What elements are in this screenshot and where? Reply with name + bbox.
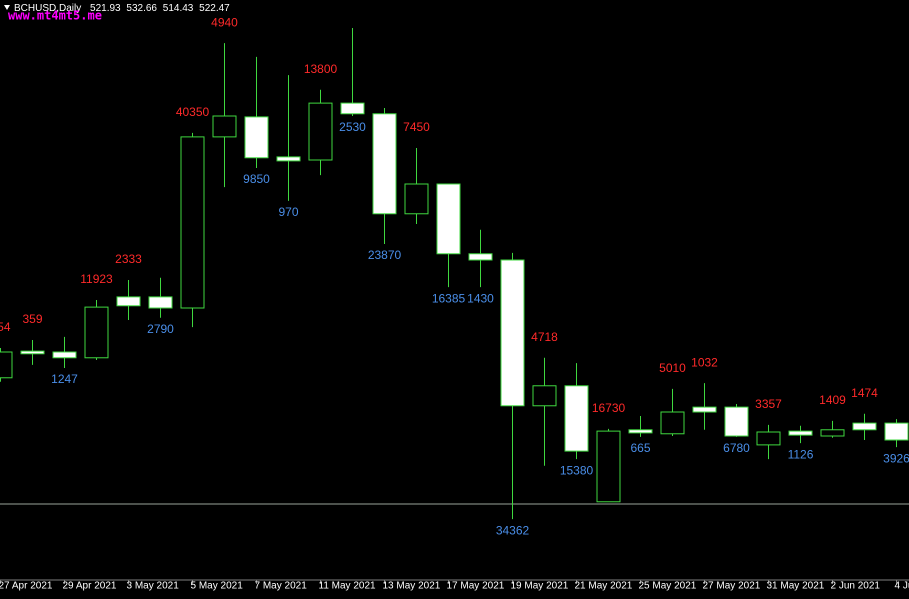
candle-body (692, 406, 717, 413)
above-label: 11923 (80, 272, 113, 286)
header: BCHUSD,Daily 521.93 532.66 514.43 522.47 (14, 3, 230, 14)
candle-body (212, 115, 237, 138)
watermark: www.mt4mt5.me (8, 9, 102, 23)
candle-body (660, 411, 685, 435)
header-value: 514.43 (163, 3, 194, 14)
below-label: 23870 (368, 248, 402, 262)
header-triangle (4, 5, 10, 10)
below-label: 1247 (51, 372, 78, 386)
candle-body (884, 422, 909, 441)
symbol: BCHUSD,Daily (14, 3, 81, 14)
above-label: 3357 (755, 397, 782, 411)
below-label: 1430 (467, 291, 494, 305)
x-tick-label: 31 May 2021 (767, 581, 825, 592)
candle-body (468, 253, 493, 261)
candle-body (724, 406, 749, 437)
above-label: 359 (22, 312, 42, 326)
above-label: 2333 (115, 252, 142, 266)
x-tick-label: 5 May 2021 (191, 581, 244, 592)
candle-body (596, 430, 621, 503)
above-label: 7450 (403, 120, 430, 134)
candle-body (20, 350, 45, 355)
below-label: 15380 (560, 463, 594, 477)
above-label: 1409 (819, 393, 846, 407)
x-tick-label: 19 May 2021 (511, 581, 569, 592)
x-tick-label: 17 May 2021 (447, 581, 505, 592)
header-value: 522.47 (199, 3, 230, 14)
below-label: 970 (278, 205, 298, 219)
candle-body (372, 113, 397, 215)
candle-body (180, 136, 205, 309)
candle-body (532, 385, 557, 407)
above-label: 1474 (851, 386, 878, 400)
candle-body (436, 183, 461, 255)
above-label: 40350 (176, 105, 210, 119)
below-label: 2790 (147, 322, 174, 336)
x-tick-label: 2 Jun 2021 (831, 581, 881, 592)
candle-body (244, 116, 269, 159)
candle-body (116, 296, 141, 307)
above-label: 13800 (304, 62, 338, 76)
above-label: 4940 (211, 15, 238, 29)
x-tick-label: 29 Apr 2021 (63, 581, 117, 592)
x-tick-label: 27 Apr 2021 (0, 581, 53, 592)
candle-body (340, 102, 365, 115)
below-label: 6780 (723, 441, 750, 455)
above-label: 354 (0, 320, 11, 334)
below-label: 665 (630, 441, 650, 455)
below-label: 9850 (243, 172, 270, 186)
below-label: 2530 (339, 120, 366, 134)
below-label: 3926 (883, 451, 909, 465)
x-tick-label: 21 May 2021 (575, 581, 633, 592)
x-tick-label: 7 May 2021 (255, 581, 308, 592)
candle-body (148, 296, 173, 309)
candle-body (756, 431, 781, 446)
x-tick-label: 11 May 2021 (319, 581, 377, 592)
above-label: 16730 (592, 401, 626, 415)
x-tick-label: 25 May 2021 (639, 581, 697, 592)
below-label: 34362 (496, 523, 530, 537)
candle-body (628, 429, 653, 434)
header-value: 532.66 (126, 3, 157, 14)
above-label: 4718 (531, 330, 558, 344)
candle-body (404, 183, 429, 215)
candle-body (500, 259, 525, 407)
candle-body (276, 156, 301, 162)
above-label: 1032 (691, 355, 718, 369)
x-tick-label: 13 May 2021 (383, 581, 441, 592)
candle-body (788, 430, 813, 436)
candle-body (0, 351, 13, 379)
x-tick-label: 4 Jun 2021 (895, 581, 909, 592)
candle-body (308, 102, 333, 161)
candle-body (852, 422, 877, 431)
candle-body (820, 429, 845, 437)
x-tick-label: 27 May 2021 (703, 581, 761, 592)
below-label: 16385 (432, 291, 466, 305)
candle-body (84, 306, 109, 359)
candle-body (564, 385, 589, 452)
below-label: 1126 (788, 447, 814, 461)
x-tick-label: 3 May 2021 (127, 581, 180, 592)
header-value: 521.93 (90, 3, 121, 14)
above-label: 5010 (659, 361, 686, 375)
candle-body (52, 351, 77, 359)
